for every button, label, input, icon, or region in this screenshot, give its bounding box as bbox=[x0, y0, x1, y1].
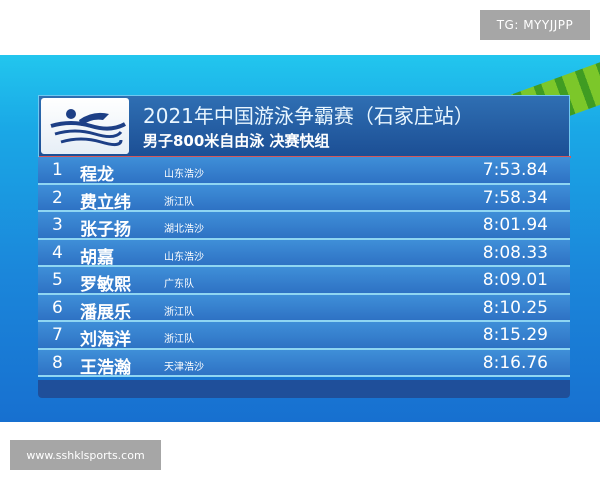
rank-label: 5 bbox=[52, 270, 63, 290]
swimmer-icon bbox=[41, 98, 129, 154]
finish-time: 7:53.84 bbox=[482, 160, 548, 180]
rank-label: 3 bbox=[52, 215, 63, 235]
result-row: 3 张子扬 湖北浩沙 8:01.94 bbox=[38, 212, 570, 240]
team-name: 广东队 bbox=[164, 279, 194, 290]
results-board: 2021年中国游泳争霸赛（石家庄站） 男子800米自由泳 决赛快组 1 程龙 山东浩… bbox=[38, 95, 571, 398]
team-name: 山东浩沙 bbox=[164, 169, 204, 180]
team-name: 浙江队 bbox=[164, 306, 194, 318]
result-row: 8 王浩瀚 天津浩沙 8:16.76 bbox=[38, 349, 570, 378]
swimmer-name: 费立纬 bbox=[80, 192, 131, 213]
broadcast-screenshot: 2021年中国游泳争霸赛（石家庄站） 男子800米自由泳 决赛快组 1 程龙 山东浩… bbox=[0, 55, 600, 422]
finish-time: 8:10.25 bbox=[482, 297, 548, 318]
finish-time: 8:08.33 bbox=[482, 242, 548, 263]
site-watermark: www.sshklsports.com bbox=[10, 440, 161, 470]
result-row: 2 费立纬 浙江队 7:58.34 bbox=[38, 184, 570, 213]
event-subtitle: 男子800米自由泳 决赛快组 bbox=[143, 132, 330, 150]
result-row: 6 潘展乐 浙江队 8:10.25 bbox=[38, 294, 570, 323]
competition-title: 2021年中国游泳争霸赛（石家庄站） bbox=[143, 104, 474, 128]
board-header: 2021年中国游泳争霸赛（石家庄站） 男子800米自由泳 决赛快组 bbox=[38, 95, 571, 158]
swimmer-name: 张子扬 bbox=[80, 220, 131, 240]
swimmer-name: 胡嘉 bbox=[80, 247, 114, 268]
team-name: 天津浩沙 bbox=[164, 361, 204, 373]
swimmer-name: 王浩瀚 bbox=[80, 357, 131, 378]
team-name: 浙江队 bbox=[164, 334, 194, 345]
results-list: 1 程龙 山东浩沙 7:53.84 2 费立纬 浙江队 7:58.34 3 张子扬 湖北浩沙 8:01… bbox=[38, 157, 570, 378]
finish-time: 8:09.01 bbox=[482, 270, 548, 290]
result-row: 4 胡嘉 山东浩沙 8:08.33 bbox=[38, 239, 570, 268]
result-row: 1 程龙 山东浩沙 7:53.84 bbox=[38, 157, 570, 185]
swimmer-name: 程龙 bbox=[80, 165, 114, 185]
board-footer bbox=[38, 380, 570, 398]
team-name: 湖北浩沙 bbox=[164, 224, 204, 235]
team-name: 浙江队 bbox=[164, 196, 194, 208]
tg-watermark: TG: MYYJJPP bbox=[480, 10, 590, 40]
finish-time: 8:16.76 bbox=[482, 352, 548, 373]
rank-label: 1 bbox=[52, 160, 63, 180]
finish-time: 8:15.29 bbox=[482, 325, 548, 345]
rank-label: 7 bbox=[52, 325, 63, 345]
finish-time: 8:01.94 bbox=[482, 215, 548, 235]
rank-label: 4 bbox=[52, 242, 63, 263]
swimmer-name: 潘展乐 bbox=[80, 302, 131, 323]
team-name: 山东浩沙 bbox=[164, 251, 204, 263]
rank-label: 6 bbox=[52, 297, 63, 318]
result-row: 5 罗敏熙 广东队 8:09.01 bbox=[38, 267, 570, 295]
finish-time: 7:58.34 bbox=[482, 187, 548, 208]
swimmer-name: 罗敏熙 bbox=[80, 275, 131, 295]
rank-label: 2 bbox=[52, 187, 63, 208]
rank-label: 8 bbox=[52, 352, 63, 373]
result-row: 7 刘海洋 浙江队 8:15.29 bbox=[38, 322, 570, 350]
swimmer-name: 刘海洋 bbox=[80, 330, 131, 350]
